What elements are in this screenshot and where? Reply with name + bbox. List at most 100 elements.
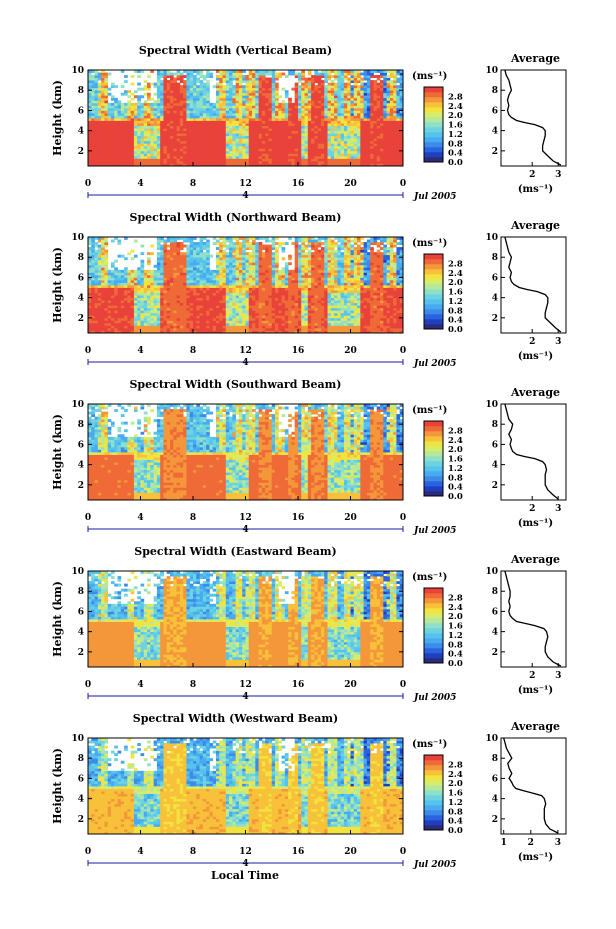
heatmap-cell: [383, 102, 387, 106]
heatmap-cell: [176, 257, 181, 261]
heatmap-cell: [173, 310, 177, 314]
heatmap-cell: [153, 272, 158, 276]
heatmap-cell: [222, 102, 227, 106]
heatmap-cell: [104, 135, 109, 139]
heatmap-cell: [366, 145, 371, 149]
heatmap-cell: [209, 290, 214, 293]
heatmap-cell: [212, 277, 217, 281]
heatmap-cell: [166, 300, 171, 304]
heatmap-cell: [153, 118, 158, 121]
heatmap-cell: [140, 160, 145, 164]
heatmap-cell: [88, 272, 92, 276]
heatmap-cell: [110, 143, 115, 147]
heatmap-cell: [150, 128, 155, 132]
heatmap-cell: [370, 160, 374, 164]
heatmap-cell: [268, 95, 273, 99]
heatmap-cell: [173, 300, 177, 304]
heatmap-cell: [360, 138, 365, 142]
heatmap-cell: [380, 115, 384, 119]
heatmap-cell: [238, 163, 243, 167]
heatmap-cell: [212, 160, 217, 164]
heatmap-cell: [137, 143, 141, 147]
heatmap-cell: [173, 148, 177, 152]
heatmap-cell: [327, 155, 332, 159]
heatmap-cell: [206, 100, 210, 104]
heatmap-cell: [94, 102, 99, 106]
heatmap-cell: [242, 133, 246, 137]
heatmap-cell: [107, 148, 112, 152]
heatmap-cell: [399, 82, 404, 86]
heatmap-cell: [173, 107, 177, 111]
heatmap-cell: [101, 77, 105, 81]
heatmap-cell: [261, 120, 266, 124]
heatmap-cell: [340, 123, 345, 126]
heatmap-cell: [245, 77, 250, 81]
heatmap-cell: [327, 90, 332, 94]
heatmap-cell: [147, 102, 151, 106]
heatmap-cell: [294, 107, 299, 111]
heatmap-cell: [107, 290, 112, 293]
heatmap-cell: [330, 125, 335, 129]
heatmap-cell: [153, 287, 158, 291]
heatmap-cell: [88, 320, 92, 324]
heatmap-cell: [294, 115, 299, 119]
heatmap-cell: [222, 317, 227, 321]
heatmap-cell: [347, 112, 351, 116]
heatmap-cell: [225, 112, 230, 116]
heatmap-cell: [114, 155, 118, 159]
heatmap-cell: [353, 75, 358, 78]
heatmap-cell: [137, 160, 141, 164]
heatmap-cell: [376, 107, 381, 111]
heatmap-cell: [275, 100, 279, 104]
heatmap-cell: [399, 80, 404, 84]
heatmap-cell: [376, 145, 381, 149]
heatmap-cell: [235, 300, 240, 304]
heatmap-cell: [386, 158, 391, 162]
heatmap-cell: [389, 118, 394, 121]
heatmap-cell: [114, 317, 118, 321]
heatmap-cell: [252, 87, 256, 91]
heatmap-cell: [235, 259, 240, 263]
heatmap-cell: [137, 158, 141, 162]
heatmap-cell: [202, 252, 207, 256]
heatmap-cell: [337, 110, 342, 114]
heatmap-cell: [209, 110, 214, 114]
heatmap-cell: [104, 295, 109, 299]
heatmap-cell: [189, 305, 194, 309]
heatmap-cell: [173, 138, 177, 142]
heatmap-cell: [183, 140, 187, 144]
heatmap-cell: [101, 300, 105, 304]
heatmap-cell: [110, 327, 115, 331]
heatmap-cell: [360, 143, 365, 147]
heatmap-cell: [101, 282, 105, 286]
heatmap-cell: [153, 85, 158, 89]
heatmap-cell: [255, 153, 260, 157]
heatmap-cell: [202, 325, 207, 329]
heatmap-cell: [278, 123, 282, 126]
heatmap-cell: [337, 72, 342, 76]
heatmap-cell: [120, 150, 125, 154]
heatmap-cell: [376, 112, 381, 116]
heatmap-cell: [143, 297, 148, 301]
heatmap-cell: [215, 247, 220, 251]
heatmap-cell: [350, 72, 355, 76]
heatmap-cell: [170, 252, 174, 256]
heatmap-cell: [196, 135, 200, 139]
heatmap-cell: [163, 295, 168, 299]
heatmap-cell: [261, 70, 266, 73]
heatmap-cell: [235, 307, 240, 311]
heatmap-cell: [117, 150, 122, 154]
heatmap-cell: [225, 282, 230, 286]
heatmap-cell: [393, 128, 397, 132]
heatmap-cell: [278, 145, 282, 149]
heatmap-cell: [173, 77, 177, 81]
heatmap-cell: [176, 244, 181, 248]
heatmap-cell: [114, 267, 118, 271]
heatmap-cell: [373, 153, 378, 157]
heatmap-cell: [255, 138, 260, 142]
heatmap-cell: [140, 277, 145, 281]
heatmap-cell: [248, 145, 253, 149]
heatmap-cell: [386, 95, 391, 99]
heatmap-cell: [271, 105, 276, 109]
heatmap-cell: [235, 102, 240, 106]
